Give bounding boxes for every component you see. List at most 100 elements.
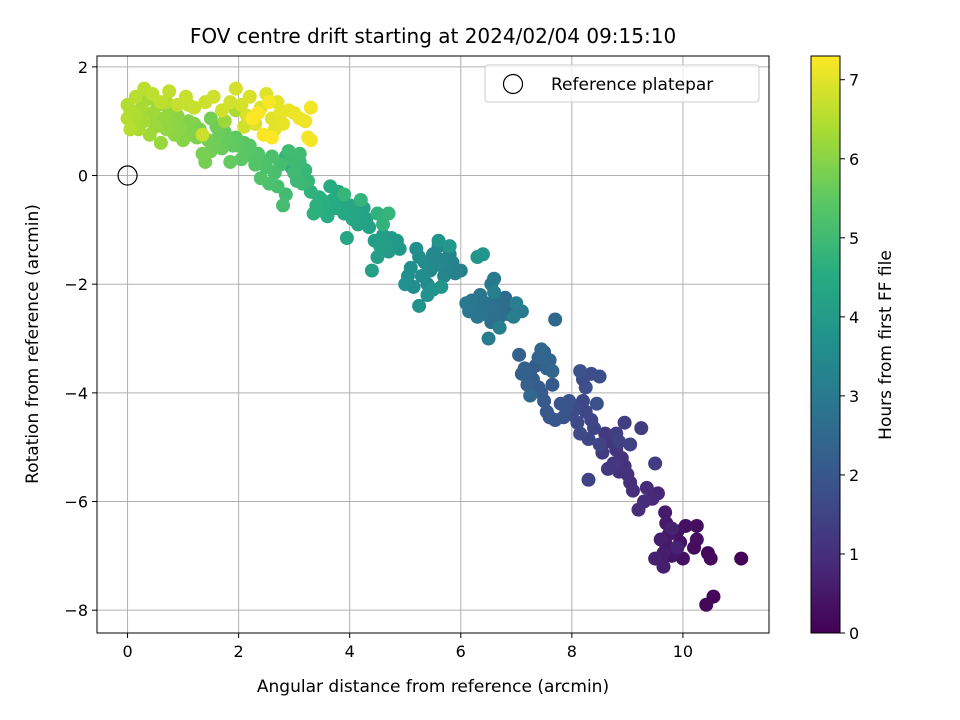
data-point	[598, 426, 613, 441]
data-point	[581, 472, 596, 487]
data-point	[734, 551, 749, 566]
data-point	[364, 263, 379, 278]
data-point	[187, 100, 202, 115]
colorbar-tick-label: 4	[849, 308, 859, 327]
data-point	[253, 171, 268, 186]
data-point	[487, 285, 502, 300]
x-tick-label: 0	[122, 642, 132, 661]
data-point	[553, 396, 568, 411]
data-point	[370, 206, 385, 221]
data-point	[487, 271, 502, 286]
data-point	[506, 309, 521, 324]
y-tick-label: −4	[64, 384, 88, 403]
data-point	[339, 231, 354, 246]
data-point	[412, 298, 427, 313]
data-point	[600, 461, 615, 476]
data-point	[542, 353, 557, 368]
x-axis-ticks: 0 2 4 6 8 10	[122, 633, 693, 661]
legend-label: Reference platepar	[551, 75, 713, 95]
data-point	[512, 347, 527, 362]
y-tick-label: 0	[78, 167, 88, 186]
data-points	[120, 81, 749, 612]
colorbar-tick-label: 6	[849, 150, 859, 169]
data-point	[431, 233, 446, 248]
y-axis-label: Rotation from reference (arcmin)	[23, 204, 43, 484]
data-point	[303, 133, 318, 148]
data-point	[281, 144, 296, 159]
x-tick-label: 8	[567, 642, 577, 661]
data-point	[142, 127, 157, 142]
data-point	[223, 154, 238, 169]
data-point	[292, 146, 307, 161]
data-point	[242, 89, 257, 104]
data-point	[234, 152, 249, 167]
data-point	[217, 114, 232, 129]
data-point	[514, 366, 529, 381]
data-point	[306, 206, 321, 221]
plot-frame	[96, 55, 770, 634]
x-axis-label: Angular distance from reference (arcmin)	[257, 677, 609, 697]
data-point	[539, 404, 554, 419]
data-point	[120, 111, 135, 126]
legend-marker	[502, 73, 524, 95]
data-point	[589, 396, 604, 411]
chart-title: FOV centre drift starting at 2024/02/04 …	[190, 24, 676, 48]
data-point	[409, 241, 424, 256]
data-point	[648, 551, 663, 566]
data-point	[437, 269, 452, 284]
data-point	[123, 122, 138, 137]
data-point	[639, 480, 654, 495]
colorbar-tick-label: 1	[849, 545, 859, 564]
data-point	[245, 111, 260, 126]
data-point	[276, 198, 291, 213]
data-point	[206, 89, 221, 104]
colorbar-tick-label: 3	[849, 387, 859, 406]
colorbar-ticks: 0 1 2 3 4 5 6 7	[840, 71, 859, 643]
colorbar-gradient	[811, 56, 840, 633]
data-point	[195, 127, 210, 142]
x-tick-label: 6	[456, 642, 466, 661]
data-point	[631, 502, 646, 517]
data-point	[545, 364, 560, 379]
data-point	[459, 296, 474, 311]
data-point	[689, 518, 704, 533]
data-point	[699, 597, 714, 612]
data-point	[592, 437, 607, 452]
data-point	[703, 551, 718, 566]
colorbar: 0 1 2 3 4 5 6 7 Hours from first FF file	[810, 55, 896, 643]
data-point	[203, 111, 218, 126]
y-tick-label: −2	[64, 275, 88, 294]
colorbar-tick-label: 5	[849, 229, 859, 248]
x-tick-label: 2	[234, 642, 244, 661]
data-point	[195, 146, 210, 161]
data-point	[264, 130, 279, 145]
data-point	[370, 250, 385, 265]
data-point	[664, 521, 679, 536]
data-point	[623, 437, 638, 452]
data-point	[612, 434, 627, 449]
data-point	[534, 342, 549, 357]
data-point	[653, 532, 668, 547]
data-point	[367, 233, 382, 248]
data-point	[153, 95, 168, 110]
data-point	[434, 279, 449, 294]
data-point	[381, 206, 396, 221]
y-axis-ticks: 2 0 −2 −4 −6 −8	[64, 58, 97, 620]
data-point	[287, 165, 302, 180]
data-point	[578, 380, 593, 395]
data-point	[481, 331, 496, 346]
x-tick-label: 4	[345, 642, 355, 661]
data-point	[523, 388, 538, 403]
colorbar-frame	[810, 55, 841, 634]
legend-box	[484, 64, 760, 103]
data-point	[442, 239, 457, 254]
data-point	[648, 456, 663, 471]
data-point	[376, 217, 391, 232]
colorbar-tick-label: 2	[849, 466, 859, 485]
legend: Reference platepar	[484, 64, 760, 103]
data-point	[689, 532, 704, 547]
colorbar-label: Hours from first FF file	[876, 250, 896, 440]
data-point	[475, 247, 490, 262]
data-point	[520, 377, 535, 392]
